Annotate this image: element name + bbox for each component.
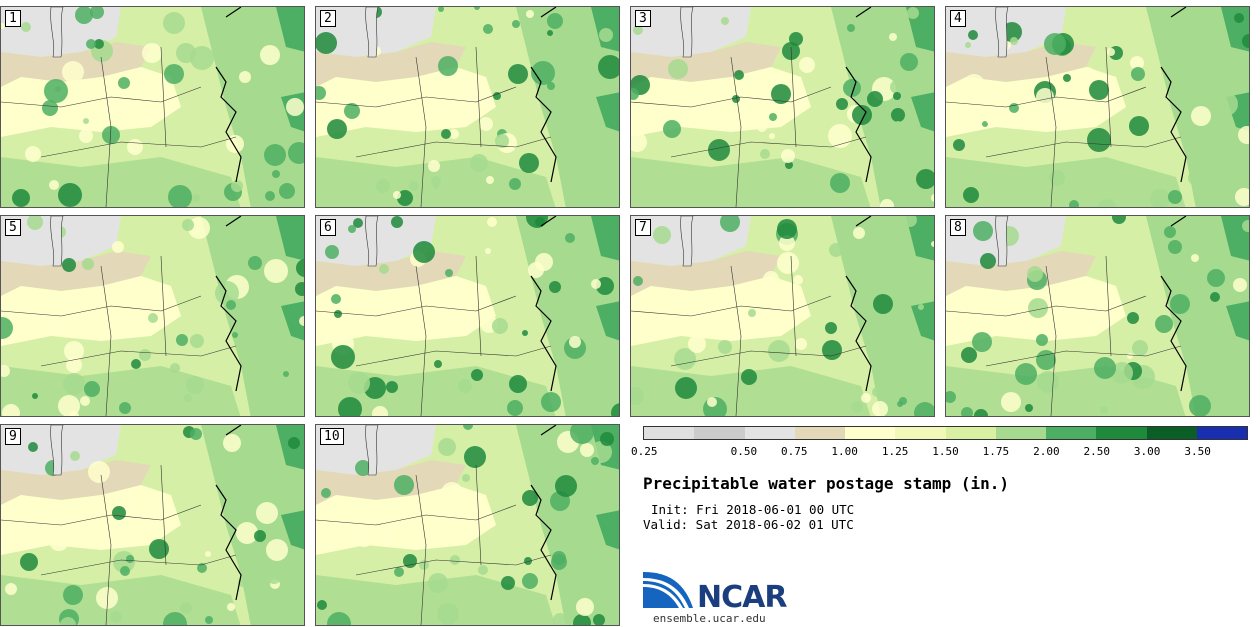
map-panel-6: 6 [315,215,620,417]
logo-text: NCAR [697,580,787,615]
map-panel-5: 5 [0,215,305,417]
panel-label: 2 [320,10,336,27]
panel-label: 7 [635,219,651,236]
ncar-logo-icon [643,572,693,608]
legend-tick-label: 2.00 [1033,445,1060,458]
map-panel-1: 1 [0,6,305,208]
panel-label: 6 [320,219,336,236]
legend-swatch [995,427,1046,439]
panel-label: 1 [5,10,21,27]
valid-line: Valid: Sat 2018-06-02 01 UTC [643,517,854,532]
map-panel-7: 7 [630,215,935,417]
legend-swatch [1146,427,1197,439]
legend-swatch [694,427,745,439]
legend-tick-label: 3.00 [1133,445,1161,458]
init-line: Init: Fri 2018-06-01 00 UTC [651,502,855,517]
legend-swatch [794,427,845,439]
map-panel-2: 2 [315,6,620,208]
legend-tick-label: 0.25 [631,445,658,458]
map-panel-3: 3 [630,6,935,208]
legend-tick-label: 1.75 [982,445,1010,458]
legend-tick-label: 2.50 [1083,445,1111,458]
legend-swatch [1046,427,1097,439]
legend-ticks: 0.25 0.50 0.75 1.00 1.25 1.50 1.75 2.00 2.50 3.00… [631,445,1248,459]
map-panel-4: 4 [945,6,1250,208]
time-info: Init: Fri 2018-06-01 00 UTC Valid: Sat 2… [643,502,854,532]
map-panel-10: 10 [315,424,620,626]
legend-tick-label: 0.75 [781,445,808,458]
chart-title: Precipitable water postage stamp (in.) [643,474,1010,493]
legend-swatch [895,427,946,439]
logo-url: ensemble.ucar.edu [653,612,766,625]
legend-swatch [945,427,996,439]
panel-label: 4 [950,10,966,27]
legend-swatch [744,427,795,439]
legend-tick-label: 1.25 [881,445,909,458]
legend-tick-label: 3.50 [1184,445,1211,458]
panel-label: 8 [950,219,966,236]
panel-label: 3 [635,10,651,27]
panel-label: 5 [5,219,21,236]
color-legend [643,426,1248,440]
legend-swatch [1196,427,1247,439]
legend-tick-label: 0.50 [730,445,758,458]
map-panel-8: 8 [945,215,1250,417]
panel-label: 10 [320,428,344,445]
panel-label: 9 [5,428,21,445]
legend-swatch [644,427,695,439]
map-panel-9: 9 [0,424,305,626]
legend-tick-label: 1.00 [831,445,858,458]
legend-swatch [1096,427,1147,439]
legend-tick-label: 1.50 [932,445,959,458]
legend-swatch [845,427,896,439]
